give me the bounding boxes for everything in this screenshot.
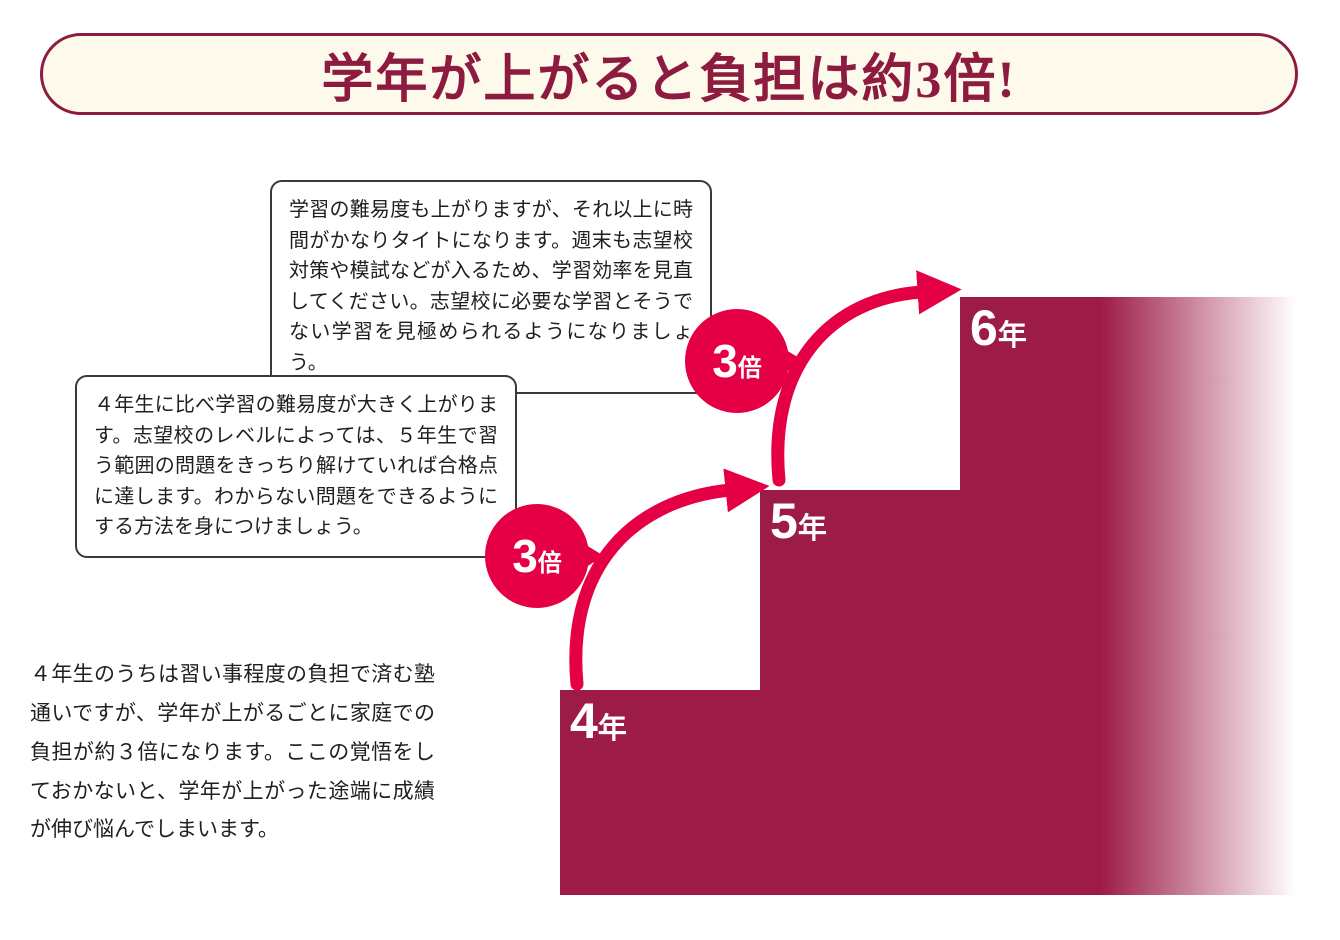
multiplier-badge-4to5: 3 倍 [485, 504, 604, 608]
stair-label-grade6: 6年 [970, 301, 1027, 356]
note-box-grade4: ４年生のうちは習い事程度の負担で済む塾通いですが、学年が上がるごとに家庭での負担… [30, 656, 435, 850]
arrow-grade5-to-grade6-icon [771, 270, 962, 487]
stair-step-grade6: 6年 [960, 297, 1296, 895]
note-text-grade4: ４年生のうちは習い事程度の負担で済む塾通いですが、学年が上がるごとに家庭での負担… [30, 663, 435, 842]
stair-label-grade5: 5年 [770, 494, 827, 549]
stair-label-grade5-number: 5 [770, 493, 798, 549]
multiplier-badge-5to6-number: 3 [712, 335, 738, 387]
stair-label-grade6-suffix: 年 [997, 320, 1027, 352]
title-banner: 学年が上がると負担は約3倍! [40, 33, 1298, 115]
badge-tail-icon [786, 350, 804, 372]
stair-label-grade4-suffix: 年 [597, 713, 627, 745]
stair-label-grade4: 4年 [570, 694, 627, 749]
stair-label-grade6-number: 6 [970, 300, 998, 356]
multiplier-badge-5to6: 3 倍 [685, 309, 804, 413]
arrow-grade4-to-grade5-icon [569, 468, 770, 691]
badge-tail-icon [586, 545, 604, 567]
note-text-grade6: 学習の難易度も上がりますが、それ以上に時間がかなりタイトになります。週末も志望校… [289, 199, 693, 374]
multiplier-badge-5to6-suffix: 倍 [737, 355, 762, 382]
stair-label-grade4-number: 4 [570, 693, 598, 749]
stair-step-grade5: 5年 [760, 490, 961, 895]
stair-step-grade4: 4年 [560, 690, 761, 895]
note-text-grade5: ４年生に比べ学習の難易度が大きく上がります。志望校のレベルによっては、５年生で習… [94, 394, 498, 539]
stair-label-grade5-suffix: 年 [797, 513, 827, 545]
page-title: 学年が上がると負担は約3倍! [321, 51, 1017, 109]
multiplier-badge-4to5-suffix: 倍 [537, 550, 562, 577]
note-box-grade5: ４年生に比べ学習の難易度が大きく上がります。志望校のレベルによっては、５年生で習… [75, 375, 517, 558]
multiplier-badge-4to5-number: 3 [512, 530, 538, 582]
note-box-grade6: 学習の難易度も上がりますが、それ以上に時間がかなりタイトになります。週末も志望校… [270, 180, 712, 394]
